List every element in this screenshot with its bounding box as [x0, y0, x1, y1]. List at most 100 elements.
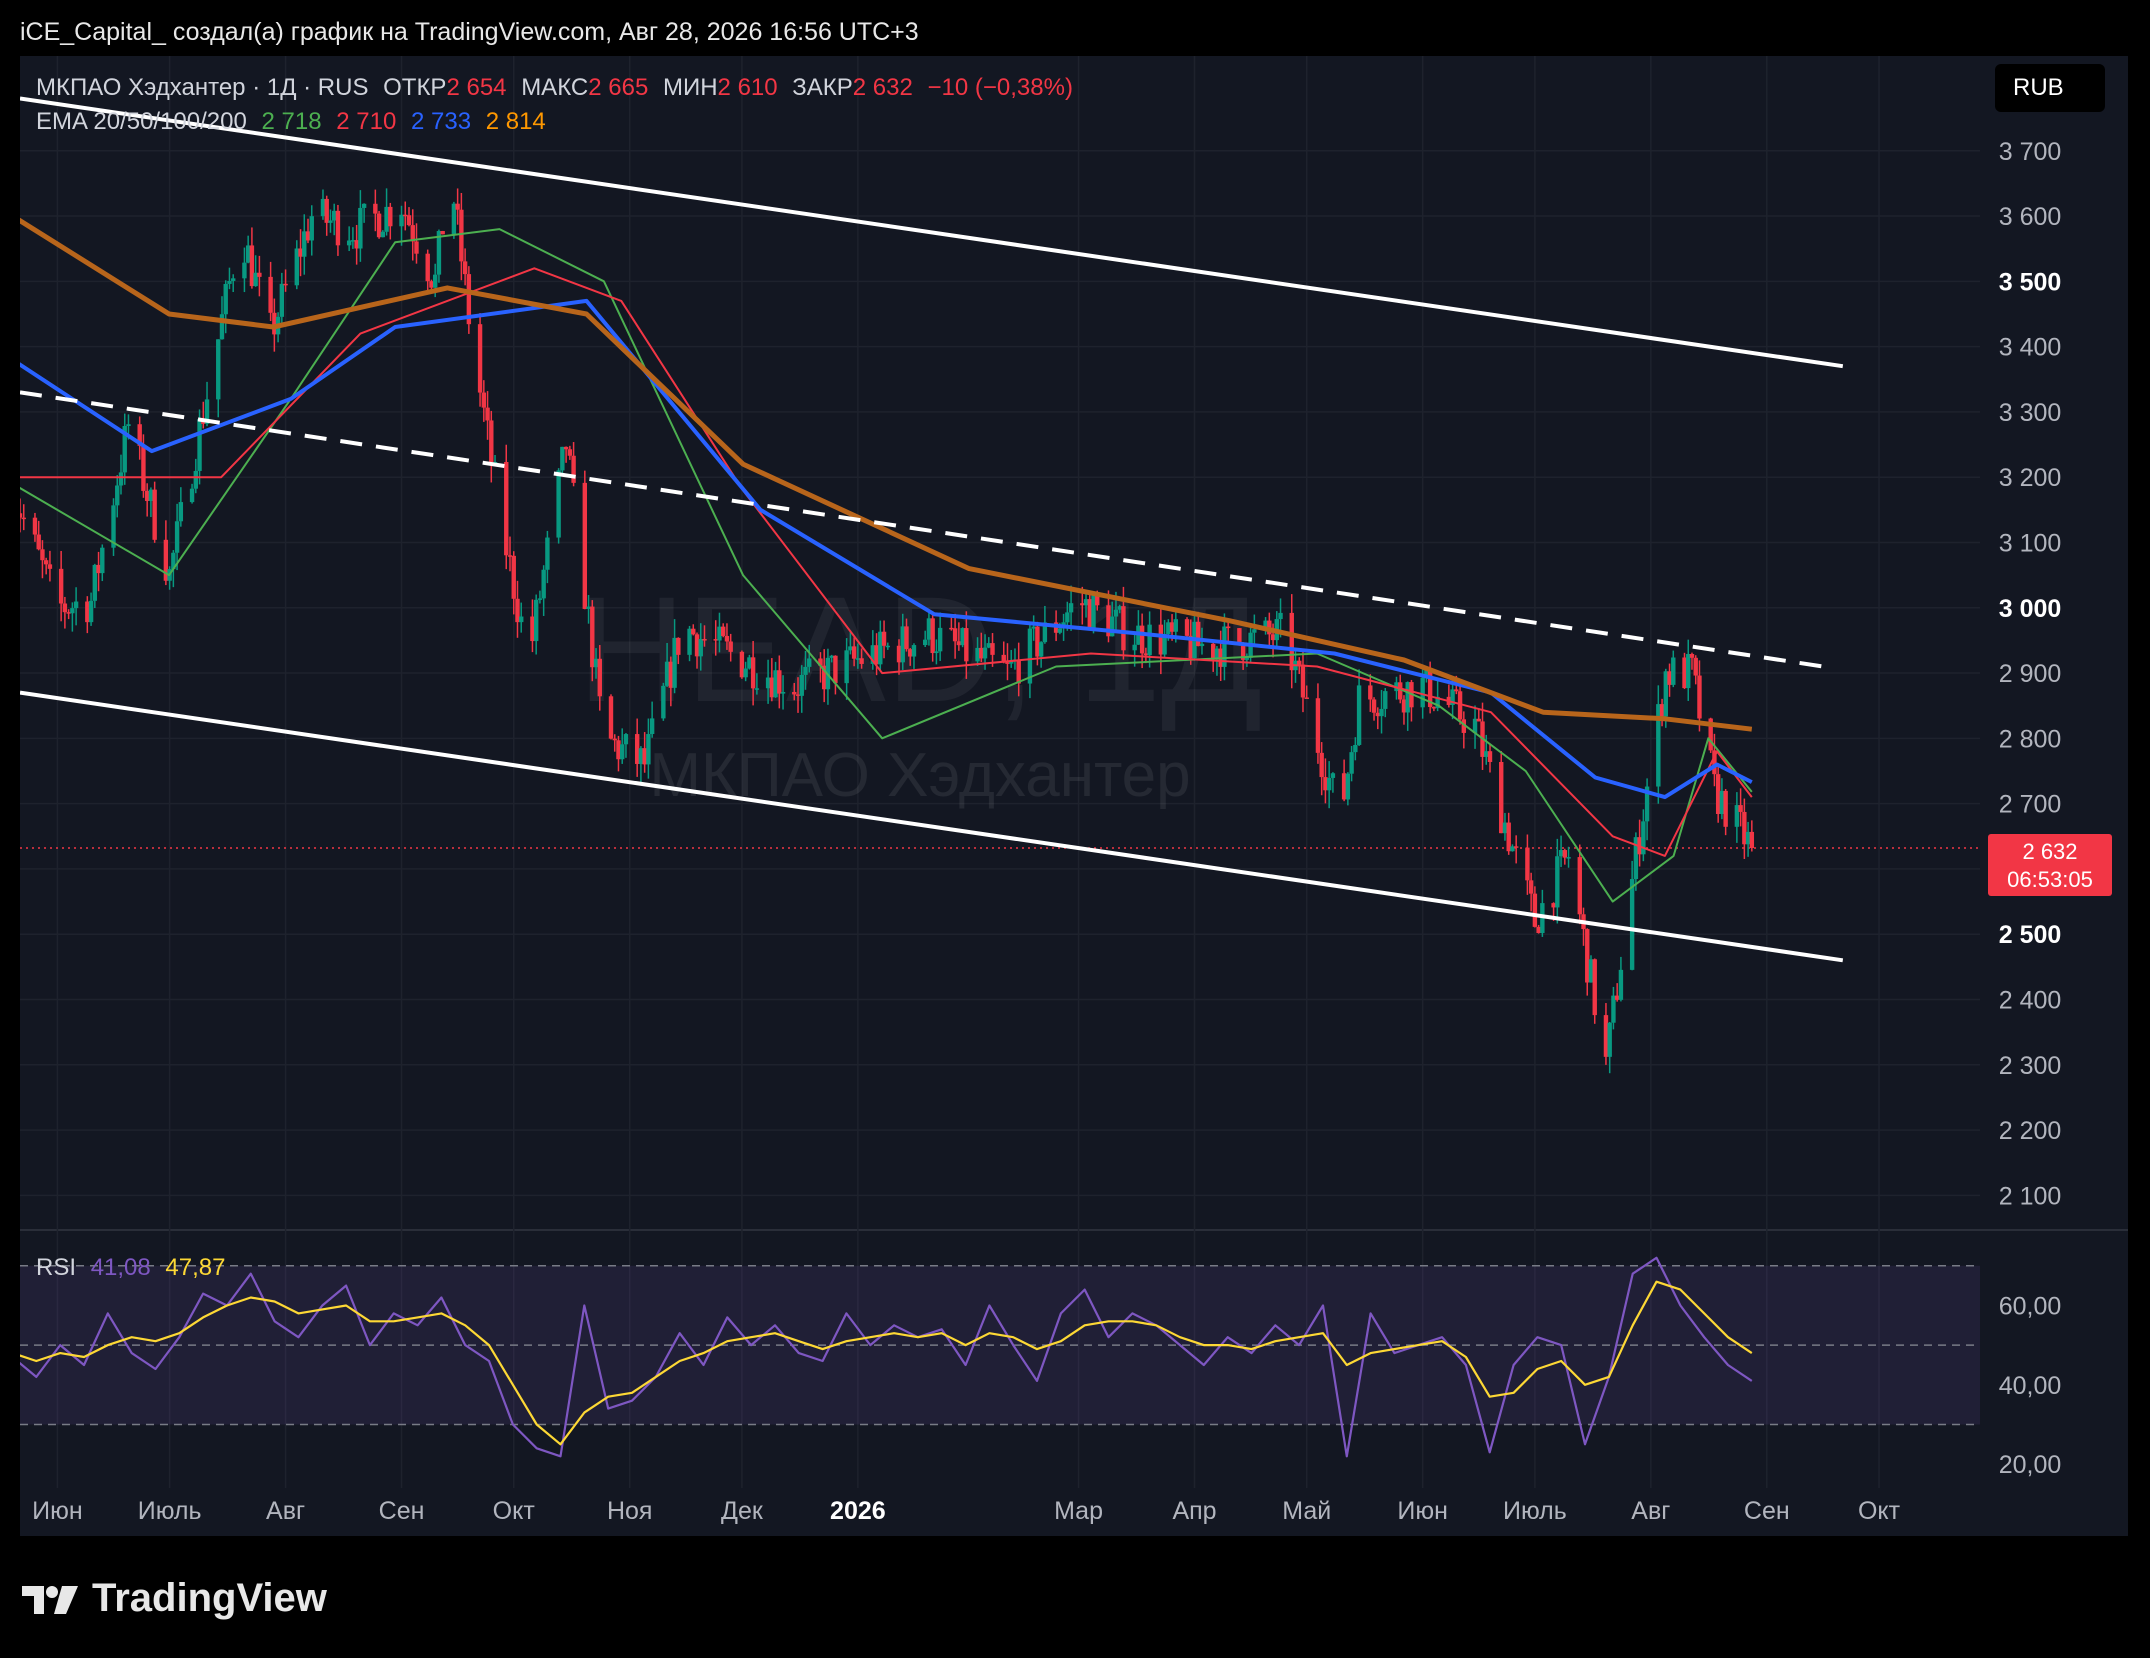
candle-body: [668, 661, 674, 688]
candle-body: [163, 539, 169, 581]
currency-button[interactable]: RUB: [1995, 64, 2105, 112]
candle-body: [878, 631, 883, 665]
time-tick-label: Ноя: [607, 1497, 653, 1525]
candle-body: [829, 655, 834, 658]
candle-body: [361, 203, 367, 208]
candle-body: [773, 670, 778, 698]
candle-body: [582, 482, 588, 609]
candle-body: [1734, 805, 1740, 827]
price-tick-label: 3 300: [1999, 399, 2062, 427]
candle-body: [1162, 634, 1167, 655]
candle-body: [1693, 657, 1698, 676]
candle-body: [231, 278, 236, 281]
candle-body: [1588, 959, 1594, 983]
candle-body: [672, 637, 677, 688]
candle-body: [414, 241, 419, 254]
price-tick-label: 2 100: [1999, 1182, 2062, 1210]
candle-body: [1211, 643, 1216, 660]
candle-body: [436, 231, 442, 275]
candle-body: [1315, 698, 1321, 753]
candle-body: [331, 210, 337, 221]
candle-body: [1300, 664, 1306, 698]
candle-body: [1117, 606, 1122, 610]
candle-body: [298, 248, 303, 257]
candle-body: [253, 272, 258, 287]
candle-body: [1371, 699, 1377, 713]
candle-body: [1001, 654, 1006, 663]
candle-body: [537, 598, 543, 600]
candle-body: [1143, 653, 1149, 656]
candle-body: [1345, 773, 1351, 800]
ema200-value: 2 814: [485, 108, 546, 135]
ema-legend[interactable]: EMA 20/50/100/200 2 718 2 710 2 733 2 81…: [36, 108, 554, 136]
candle-body: [92, 564, 98, 601]
candle-body: [713, 639, 718, 641]
candle-body: [586, 606, 591, 609]
candle-body: [1016, 659, 1021, 684]
candle-body: [32, 517, 38, 535]
candle-body: [197, 419, 202, 471]
tradingview-logo[interactable]: TradingView: [22, 1576, 327, 1621]
time-tick-label: Авг: [1631, 1497, 1670, 1525]
candle-body: [141, 445, 146, 491]
candle-body: [1510, 846, 1515, 852]
candle-body: [533, 599, 539, 642]
candle-body: [1461, 719, 1467, 733]
candle-body: [739, 651, 745, 678]
candle-body: [743, 668, 748, 678]
candle-body: [380, 231, 386, 238]
candle-body: [459, 209, 464, 262]
candle-body: [1304, 697, 1309, 699]
candle-body: [1525, 847, 1530, 881]
high-value: 2 665: [588, 74, 649, 101]
candle-body: [1252, 629, 1257, 633]
candle-body: [848, 646, 853, 651]
candle-body: [1551, 903, 1556, 908]
candle-body: [126, 424, 131, 427]
candle-body: [541, 569, 546, 599]
candle-body: [661, 685, 666, 719]
candle-body: [990, 643, 995, 655]
tradingview-brand: TradingView: [92, 1576, 327, 1620]
candle-body: [638, 748, 644, 764]
price-tick-label: 2 500: [1999, 921, 2062, 949]
candle-body: [40, 549, 45, 561]
time-tick-label: Июль: [138, 1497, 202, 1525]
candle-body: [204, 399, 210, 424]
ema50-line: [20, 267, 1753, 857]
rsi-legend[interactable]: RSI 41,08 47,87: [36, 1254, 233, 1282]
candle-body: [545, 537, 550, 570]
candle-body: [874, 645, 879, 665]
time-tick-label: Июль: [1503, 1497, 1567, 1525]
symbol-label[interactable]: МКПАО Хэдхантер · 1Д · RUS: [36, 74, 369, 101]
open-label: ОТКР: [383, 74, 447, 101]
price-tick-label: 3 000: [1999, 595, 2062, 623]
price-tick-label: 2 800: [1999, 725, 2062, 753]
candle-body: [324, 198, 329, 223]
candle-body: [1715, 774, 1721, 815]
rsi-value: 41,08: [90, 1254, 151, 1281]
candle-body: [1484, 751, 1489, 757]
ema100-line: [20, 298, 1753, 800]
chart-panel[interactable]: HEAD, 1Д МКПАО Хэдхантер 2 100 2 200 2 300…: [20, 56, 2128, 1536]
candle-body: [1005, 662, 1010, 664]
candle-body: [178, 502, 184, 522]
candle-body: [425, 253, 430, 282]
low-label: МИН: [662, 74, 718, 101]
candle-body: [956, 641, 962, 646]
candle-body: [1427, 668, 1433, 707]
candle-body: [1472, 718, 1478, 733]
candle-body: [908, 649, 913, 657]
candle-body: [694, 634, 700, 657]
candle-body: [1671, 657, 1676, 685]
price-tick-label: 2 400: [1999, 986, 2062, 1014]
last-price-tag: 2 632 06:53:05: [1988, 834, 2112, 896]
candle-body: [979, 647, 984, 659]
grid: [20, 56, 2128, 1488]
candle-body: [1169, 622, 1175, 632]
candle-body: [1629, 879, 1635, 970]
channel-boundary: [20, 690, 1844, 963]
candle-body: [560, 446, 565, 471]
